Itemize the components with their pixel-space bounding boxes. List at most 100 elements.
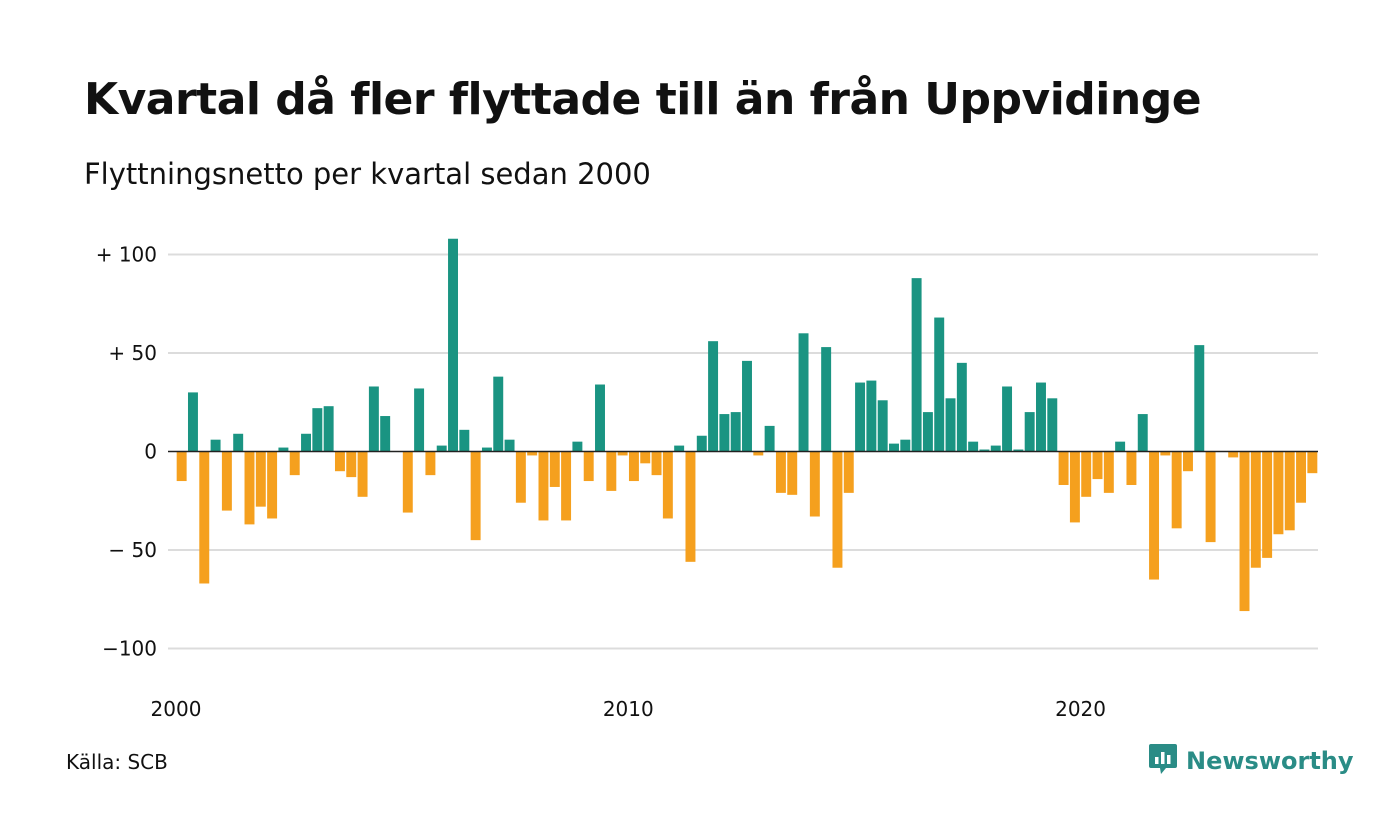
bars — [176, 238, 1318, 612]
bar — [640, 451, 651, 464]
bar — [301, 433, 311, 452]
bar — [323, 406, 334, 452]
gridlines — [168, 253, 1318, 650]
bar — [1149, 451, 1160, 580]
bar — [312, 408, 323, 452]
bar — [1047, 398, 1058, 452]
bar — [595, 384, 605, 452]
bar — [1069, 451, 1080, 523]
bar — [956, 362, 967, 452]
y-tick-label: + 100 — [96, 243, 157, 267]
bar — [1002, 386, 1013, 452]
x-tick-label: 2010 — [603, 697, 654, 721]
bar — [1024, 412, 1035, 452]
bar — [572, 441, 583, 452]
bar — [187, 392, 198, 452]
bar — [945, 398, 956, 452]
bar — [380, 416, 391, 452]
bar — [334, 451, 345, 472]
x-tick-label: 2000 — [151, 697, 202, 721]
bar — [708, 341, 719, 452]
bar — [289, 451, 300, 476]
bar — [1239, 451, 1250, 612]
brand-name: Newsworthy — [1186, 747, 1354, 775]
bar — [1058, 451, 1069, 485]
bar — [889, 443, 899, 452]
bar — [448, 238, 458, 452]
bar — [176, 451, 187, 482]
bar — [900, 439, 911, 452]
bar — [538, 451, 549, 521]
bar — [730, 412, 741, 452]
bar — [278, 447, 289, 452]
bar — [1092, 451, 1103, 480]
bar — [1036, 382, 1046, 452]
chart-subtitle: Flyttningsnetto per kvartal sedan 2000 — [84, 157, 651, 191]
bar — [255, 451, 266, 507]
bar — [821, 347, 832, 452]
bar — [1081, 451, 1092, 497]
bar — [651, 451, 662, 476]
bar — [1183, 451, 1193, 472]
bar — [617, 451, 628, 456]
bar — [719, 414, 730, 452]
bar — [1228, 451, 1239, 458]
bar — [764, 425, 775, 452]
bar — [368, 386, 379, 452]
bar — [210, 439, 221, 452]
x-axis-ticks: 2000 2010 2020 — [151, 697, 1106, 721]
bar — [1126, 451, 1137, 485]
y-tick-label: + 50 — [108, 341, 157, 365]
bar — [481, 447, 492, 452]
bar — [1137, 414, 1148, 452]
bar — [244, 451, 255, 525]
bar — [1296, 451, 1307, 503]
bar — [233, 433, 244, 452]
bar — [809, 451, 820, 517]
bar — [877, 400, 888, 452]
bar — [787, 451, 798, 495]
bar — [221, 451, 232, 511]
y-axis-ticks: + 100 + 50 0 − 50 −100 — [96, 243, 157, 661]
bar — [527, 451, 538, 456]
bar — [1103, 451, 1114, 493]
bar — [990, 445, 1001, 452]
bar — [504, 439, 515, 452]
bar — [357, 451, 368, 497]
bar — [843, 451, 854, 493]
bar — [1250, 451, 1261, 568]
bar — [798, 333, 809, 452]
bar — [1273, 451, 1284, 535]
bar — [1160, 451, 1171, 456]
bar — [1307, 451, 1318, 474]
x-tick-label: 2020 — [1055, 697, 1106, 721]
bar — [1013, 449, 1024, 452]
bar — [425, 451, 436, 476]
bar — [515, 451, 526, 503]
bar — [436, 445, 447, 452]
y-tick-label: 0 — [144, 440, 157, 464]
bar — [922, 412, 933, 452]
bar — [775, 451, 786, 493]
bar — [561, 451, 572, 521]
bar — [402, 451, 413, 513]
bar — [685, 451, 696, 562]
bar — [1262, 451, 1273, 558]
bar — [662, 451, 673, 519]
y-tick-label: −100 — [102, 637, 157, 661]
bar — [1194, 345, 1205, 452]
bar-chart-speech-bubble-icon — [1148, 742, 1178, 780]
bar — [855, 382, 866, 452]
bar — [549, 451, 560, 487]
bar — [696, 435, 707, 452]
bar — [628, 451, 639, 482]
bar — [493, 376, 504, 452]
bar — [199, 451, 210, 584]
bar — [911, 278, 922, 452]
bar — [934, 317, 945, 452]
brand-logo: Newsworthy — [1148, 742, 1354, 780]
bar — [742, 360, 752, 452]
bar — [866, 380, 877, 452]
bar — [606, 451, 617, 491]
chart-title: Kvartal då fler flyttade till än från Up… — [84, 74, 1202, 125]
